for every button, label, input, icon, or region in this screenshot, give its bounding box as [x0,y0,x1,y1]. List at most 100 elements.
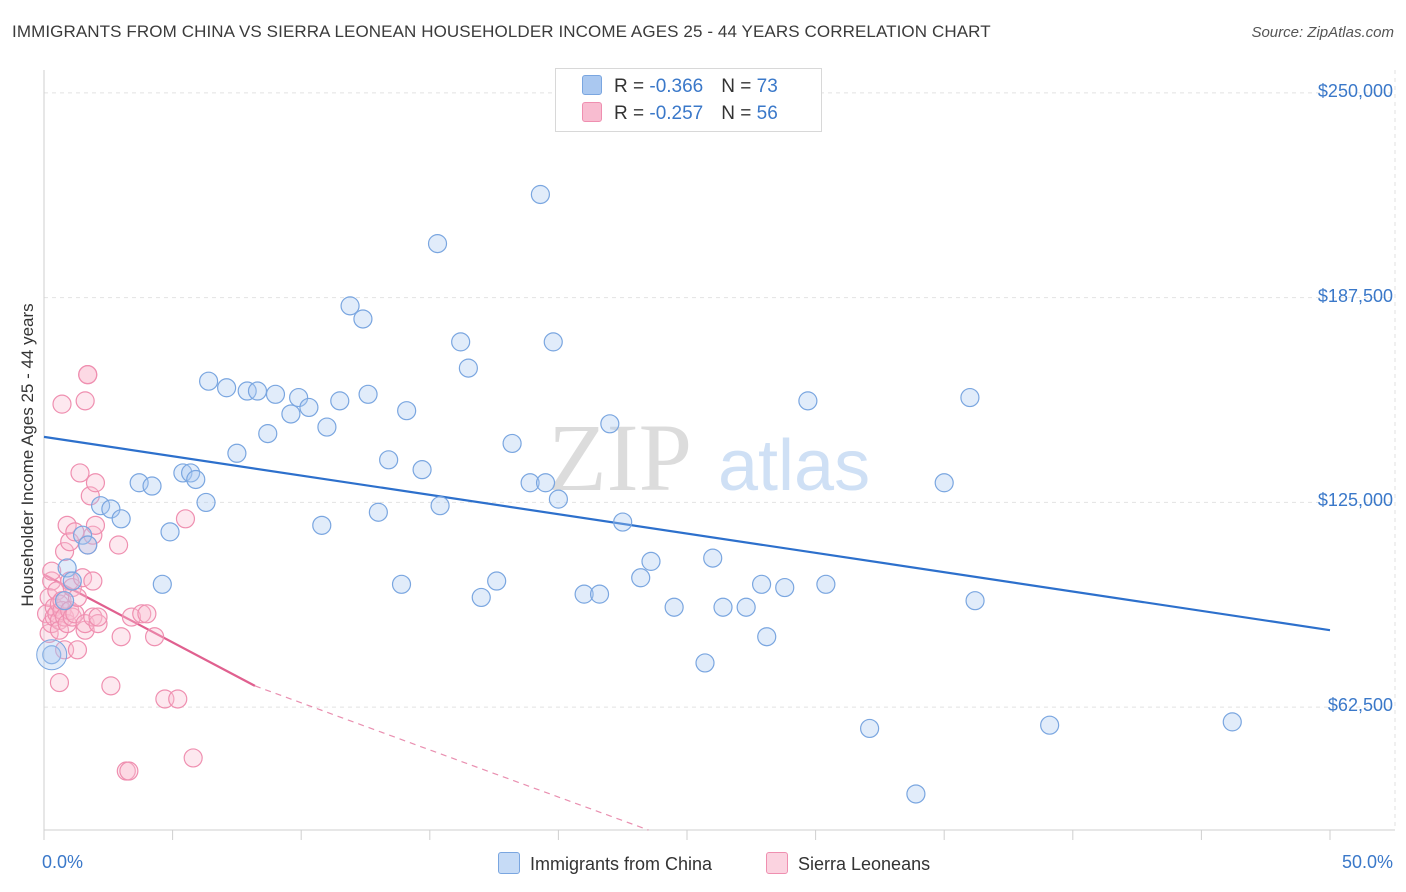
zipatlas-watermark: ZIP atlas [548,404,870,511]
data-points [36,184,1242,804]
y-tick-label: $125,000 [1317,490,1393,511]
bottom-legend-sierra: Sierra Leoneans [766,852,930,875]
point-china [368,502,388,522]
point-china [703,548,723,568]
point-china [237,381,257,401]
point-china [631,568,651,588]
point-china [247,381,268,401]
point-china [960,387,980,408]
y-tick-label: $187,500 [1317,285,1393,306]
point-china [101,499,121,519]
point-sierra [67,640,88,660]
point-sierra [72,568,93,588]
point-china [934,473,954,493]
point-china [330,391,350,411]
point-china [535,473,556,493]
point-china [196,492,216,513]
legend-r-china: -0.366 [649,76,704,97]
x-tick-label-max: 50.0% [1341,852,1393,872]
point-china [520,473,540,493]
point-china [42,645,62,665]
point-china [574,584,594,604]
point-sierra [101,676,121,696]
point-sierra [121,607,142,627]
point-china [906,784,926,804]
legend-n-sierra: 56 [756,103,778,124]
point-sierra [111,627,131,647]
legend-n-china: 73 [756,76,778,97]
point-china [695,653,715,673]
point-china [600,414,620,434]
point-china [458,358,478,378]
point-china [530,184,550,205]
point-china [798,391,818,411]
point-china [152,574,172,594]
point-china [199,371,219,391]
point-china [641,551,661,571]
point-china [412,460,432,480]
point-sierra [119,761,139,781]
point-china [142,476,162,496]
point-china [757,627,777,647]
bottom-legend-swatch-china [498,852,520,874]
point-sierra [57,515,77,535]
bottom-legend-china: Immigrants from China [498,852,712,875]
point-china [358,384,378,404]
point-china [181,463,201,483]
point-china [312,515,332,535]
point-china [451,332,471,352]
point-sierra [54,541,75,562]
legend-row-sierra: R = -0.257 N = 56 [582,102,778,126]
bottom-legend-swatch-sierra [766,852,788,874]
watermark-zip: ZIP [548,404,692,511]
point-sierra [168,689,188,709]
point-sierra [85,515,106,535]
point-china [186,469,206,490]
point-china [1040,715,1060,735]
point-china [860,718,880,739]
point-china [1222,712,1242,732]
point-china [589,584,610,604]
correlation-legend: R = -0.366 N = 73 R = -0.257 N = 56 [555,68,822,132]
point-china [816,574,836,594]
point-sierra [78,365,98,385]
point-sierra [132,604,152,624]
point-sierra [137,604,157,624]
point-china [775,577,795,598]
point-china [78,535,98,555]
point-china [160,522,180,542]
point-china [90,496,111,516]
point-china [613,512,633,532]
point-sierra [83,607,103,627]
point-sierra [85,473,106,493]
point-china [217,378,237,398]
source-label: Source: ZipAtlas.com [1251,24,1394,41]
y-tick-label: $250,000 [1317,80,1393,101]
chart-title: IMMIGRANTS FROM CHINA VS SIERRA LEONEAN … [12,22,991,41]
point-sierra [183,748,203,768]
point-china [713,597,733,617]
x-tick-label-min: 0.0% [42,852,84,872]
legend-row-china: R = -0.366 N = 73 [582,75,778,99]
trend-line-0 [43,435,1331,632]
point-china [227,443,247,463]
point-china [543,332,563,352]
point-china [72,525,93,545]
point-china [397,401,417,421]
point-china [965,591,985,611]
point-sierra [70,463,90,483]
point-sierra [88,614,108,634]
point-china [379,450,399,470]
point-sierra [88,607,108,627]
point-china [265,384,286,404]
point-sierra [52,394,72,414]
point-china [487,571,507,591]
point-sierra [83,571,103,591]
y-tick-label: $62,500 [1327,695,1393,716]
point-china [736,597,756,617]
point-china [289,387,309,408]
bottom-legend-label-sierra: Sierra Leoneans [798,854,931,874]
axes [43,70,1395,840]
point-sierra [49,672,70,693]
